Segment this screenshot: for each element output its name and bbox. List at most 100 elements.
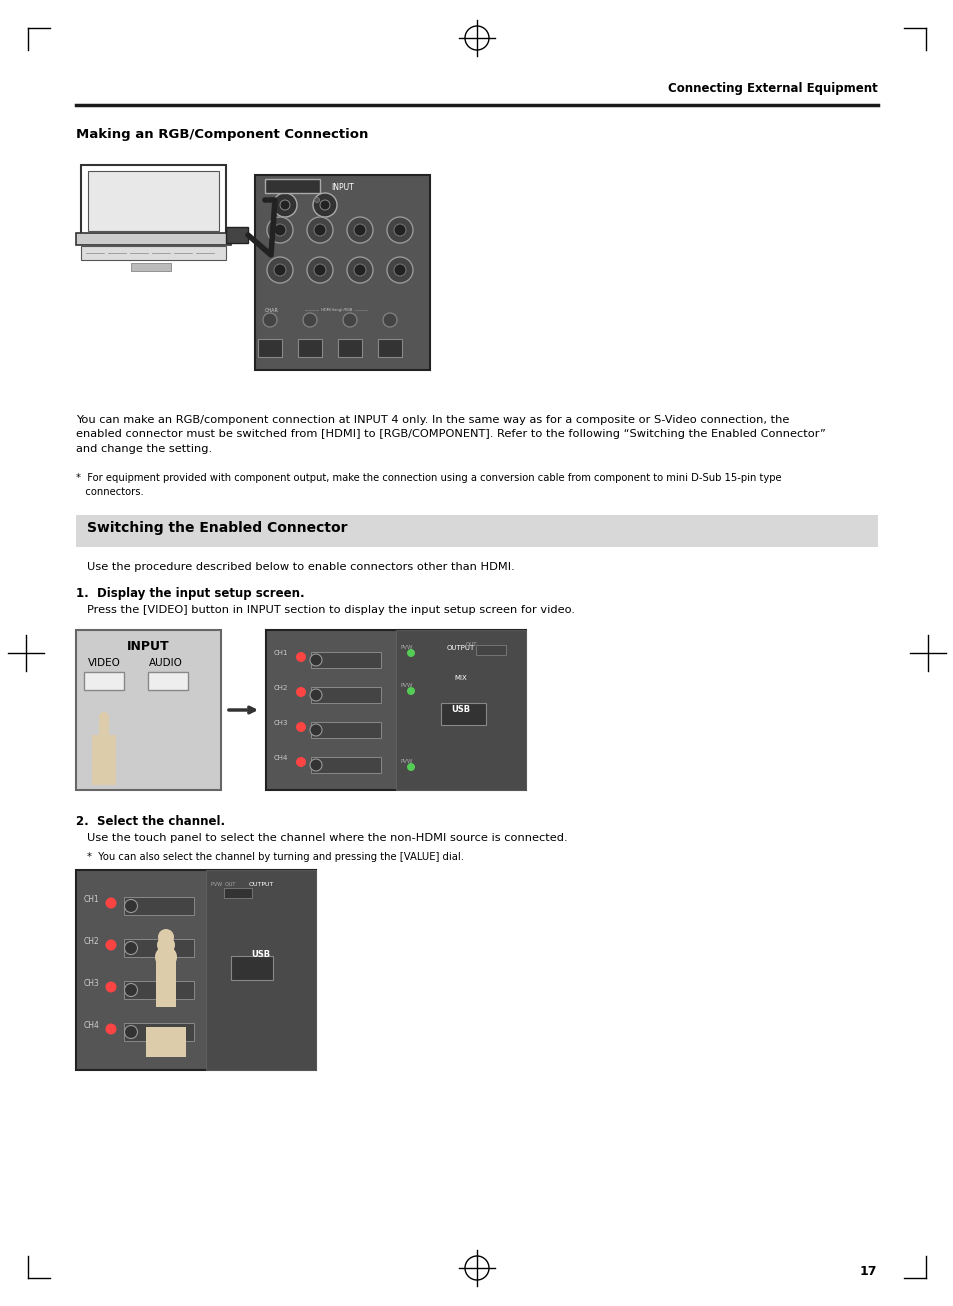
Text: Connecting External Equipment: Connecting External Equipment [667,82,877,95]
Circle shape [267,257,293,283]
Text: PVW: PVW [400,683,413,688]
Bar [148,673,188,690]
Circle shape [343,313,356,326]
Circle shape [295,722,306,731]
Bar [84,673,124,690]
Circle shape [347,257,373,283]
Circle shape [387,217,413,243]
Text: Press the [VIDEO] button in INPUT section to display the input setup screen for : Press the [VIDEO] button in INPUT sectio… [87,605,575,615]
Circle shape [394,225,406,236]
Bar [377,340,401,357]
Circle shape [125,900,137,913]
Text: 1.  Display the input setup screen.: 1. Display the input setup screen. [76,586,304,599]
Bar [81,165,226,235]
Bar [124,939,193,957]
Text: CH2: CH2 [84,936,100,946]
Bar [265,179,319,193]
Circle shape [310,759,322,771]
Circle shape [307,257,333,283]
Circle shape [99,712,109,722]
Bar [226,227,248,243]
Bar [131,263,171,272]
Text: INPUT: INPUT [127,640,170,653]
Bar [297,340,322,357]
Text: OUT: OUT [465,643,477,646]
Circle shape [354,225,366,236]
Circle shape [407,763,415,771]
Text: PVW: PVW [400,645,413,650]
Circle shape [387,257,413,283]
Circle shape [319,200,330,210]
Circle shape [295,652,306,662]
Text: PVW  OUT: PVW OUT [211,882,235,887]
Text: CH3: CH3 [84,980,100,989]
Text: VIDEO: VIDEO [88,658,120,667]
Circle shape [265,197,271,202]
Circle shape [263,313,276,326]
Bar [206,870,315,1070]
Bar [88,171,219,231]
Circle shape [274,225,286,236]
Bar [440,703,485,725]
Circle shape [347,217,373,243]
Circle shape [125,1025,137,1038]
Bar [311,687,380,703]
Bar [231,956,273,980]
Text: INPUT: INPUT [331,183,354,192]
Bar [311,722,380,738]
Circle shape [394,264,406,276]
Bar [156,957,175,1007]
Circle shape [407,687,415,695]
Text: *  For equipment provided with component output, make the connection using a con: * For equipment provided with component … [76,473,781,498]
Circle shape [157,936,174,953]
Text: CH4: CH4 [274,755,288,761]
Text: OUTPUT: OUTPUT [446,645,475,650]
Circle shape [125,942,137,955]
Text: CH1: CH1 [84,895,100,904]
Text: ————  HDMI (long) /RGB  ————: ———— HDMI (long) /RGB ———— [305,308,368,312]
Circle shape [274,264,286,276]
Circle shape [280,200,290,210]
Circle shape [354,264,366,276]
Text: MIX: MIX [455,675,467,680]
Text: USB: USB [451,705,470,714]
Bar [76,232,231,246]
Text: CHAR: CHAR [265,308,278,313]
Text: Use the procedure described below to enable connectors other than HDMI.: Use the procedure described below to ena… [87,562,515,572]
Circle shape [154,946,177,968]
Text: *  You can also select the channel by turning and pressing the [VALUE] dial.: * You can also select the channel by tur… [87,852,463,862]
Text: CH2: CH2 [274,686,288,691]
Bar [124,897,193,916]
Bar [76,515,877,547]
Text: AUDIO: AUDIO [149,658,183,667]
Text: CH4: CH4 [84,1021,100,1030]
Circle shape [307,217,333,243]
Bar [311,652,380,667]
Bar [91,765,116,785]
Bar [257,340,282,357]
Bar [124,981,193,999]
Polygon shape [91,714,116,765]
Circle shape [310,690,322,701]
Circle shape [310,654,322,666]
Circle shape [158,929,173,946]
Text: Making an RGB/Component Connection: Making an RGB/Component Connection [76,128,368,141]
Circle shape [313,193,336,217]
Circle shape [314,225,326,236]
Text: 17: 17 [859,1266,876,1279]
Text: 2.  Select the channel.: 2. Select the channel. [76,815,225,828]
Bar [266,629,525,790]
Circle shape [314,197,319,202]
Text: Switching the Enabled Connector: Switching the Enabled Connector [87,521,347,535]
Text: You can make an RGB/component connection at INPUT 4 only. In the same way as for: You can make an RGB/component connection… [76,415,825,453]
Circle shape [303,313,316,326]
Bar [76,629,221,790]
Circle shape [314,264,326,276]
Bar [224,888,252,899]
Circle shape [267,217,293,243]
Text: Use the touch panel to select the channel where the non-HDMI source is connected: Use the touch panel to select the channe… [87,833,567,842]
Circle shape [295,687,306,697]
Bar [337,340,361,357]
Circle shape [125,983,137,996]
Bar [76,870,315,1070]
